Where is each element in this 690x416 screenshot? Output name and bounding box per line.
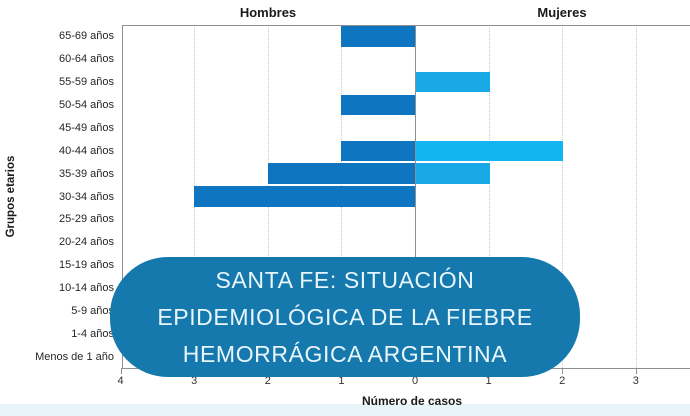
gridline xyxy=(562,25,564,368)
title-overlay: SANTA FE: SITUACIÓN EPIDEMIOLÓGICA DE LA… xyxy=(110,257,580,377)
bar-mujeres-55-59 xyxy=(416,71,490,93)
x-tick-label: 1 xyxy=(338,375,345,387)
gridline xyxy=(635,25,637,368)
y-tick-label: 40-44 años xyxy=(58,144,114,157)
x-tick-label: 2 xyxy=(264,375,271,387)
y-tick-label: Menos de 1 año xyxy=(35,350,114,363)
x-tick-label: 3 xyxy=(632,375,639,387)
x-tick-mark xyxy=(635,368,637,374)
plot-left-border xyxy=(122,25,123,368)
plot-center-axis xyxy=(415,25,416,368)
y-tick-label: 45-49 años xyxy=(58,121,114,134)
y-tick-label: 20-24 años xyxy=(58,236,114,249)
y-tick-label: 10-14 años xyxy=(58,281,114,294)
bottom-band xyxy=(0,404,690,416)
x-tick-label: 1 xyxy=(485,375,492,387)
title-line: EPIDEMIOLÓGICA DE LA FIEBRE xyxy=(157,303,533,330)
bar-mujeres-35-39 xyxy=(416,163,490,184)
bar-hombres-65-69 xyxy=(341,26,415,47)
y-tick-label: 1-4 años xyxy=(71,327,114,340)
bar-hombres-50-54 xyxy=(341,94,415,116)
x-axis-title: Número de casos xyxy=(361,394,463,408)
x-tick-label: 3 xyxy=(191,375,198,387)
y-tick-label: 50-54 años xyxy=(58,99,114,112)
x-tick-mark xyxy=(120,368,122,374)
title-line: HEMORRÁGICA ARGENTINA xyxy=(182,340,508,367)
y-tick-label: 60-64 años xyxy=(58,53,114,66)
x-tick-label: 2 xyxy=(559,375,566,387)
bar-hombres-35-39 xyxy=(267,163,415,184)
x-tick-label: 0 xyxy=(411,375,419,387)
y-tick-label: 55-59 años xyxy=(58,76,114,89)
series-label-hombres: Hombres xyxy=(239,5,297,20)
plot-top-border xyxy=(122,25,690,26)
y-tick-label: 65-69 años xyxy=(58,30,114,43)
bar-mujeres-40-44 xyxy=(416,140,564,161)
y-tick-label: 35-39 años xyxy=(58,167,114,180)
x-tick-label: 4 xyxy=(117,375,124,387)
title-line: SANTA FE: SITUACIÓN xyxy=(215,266,475,293)
gridline xyxy=(488,25,490,368)
y-tick-label: 30-34 años xyxy=(58,190,114,203)
y-tick-label: 15-19 años xyxy=(58,259,114,272)
y-tick-label: 5-9 años xyxy=(71,304,114,317)
bar-hombres-30-34 xyxy=(194,186,415,207)
x-tick-mark xyxy=(562,368,564,374)
series-label-mujeres: Mujeres xyxy=(537,5,587,20)
y-tick-label: 25-29 años xyxy=(58,213,114,226)
bar-hombres-40-44 xyxy=(341,140,415,161)
